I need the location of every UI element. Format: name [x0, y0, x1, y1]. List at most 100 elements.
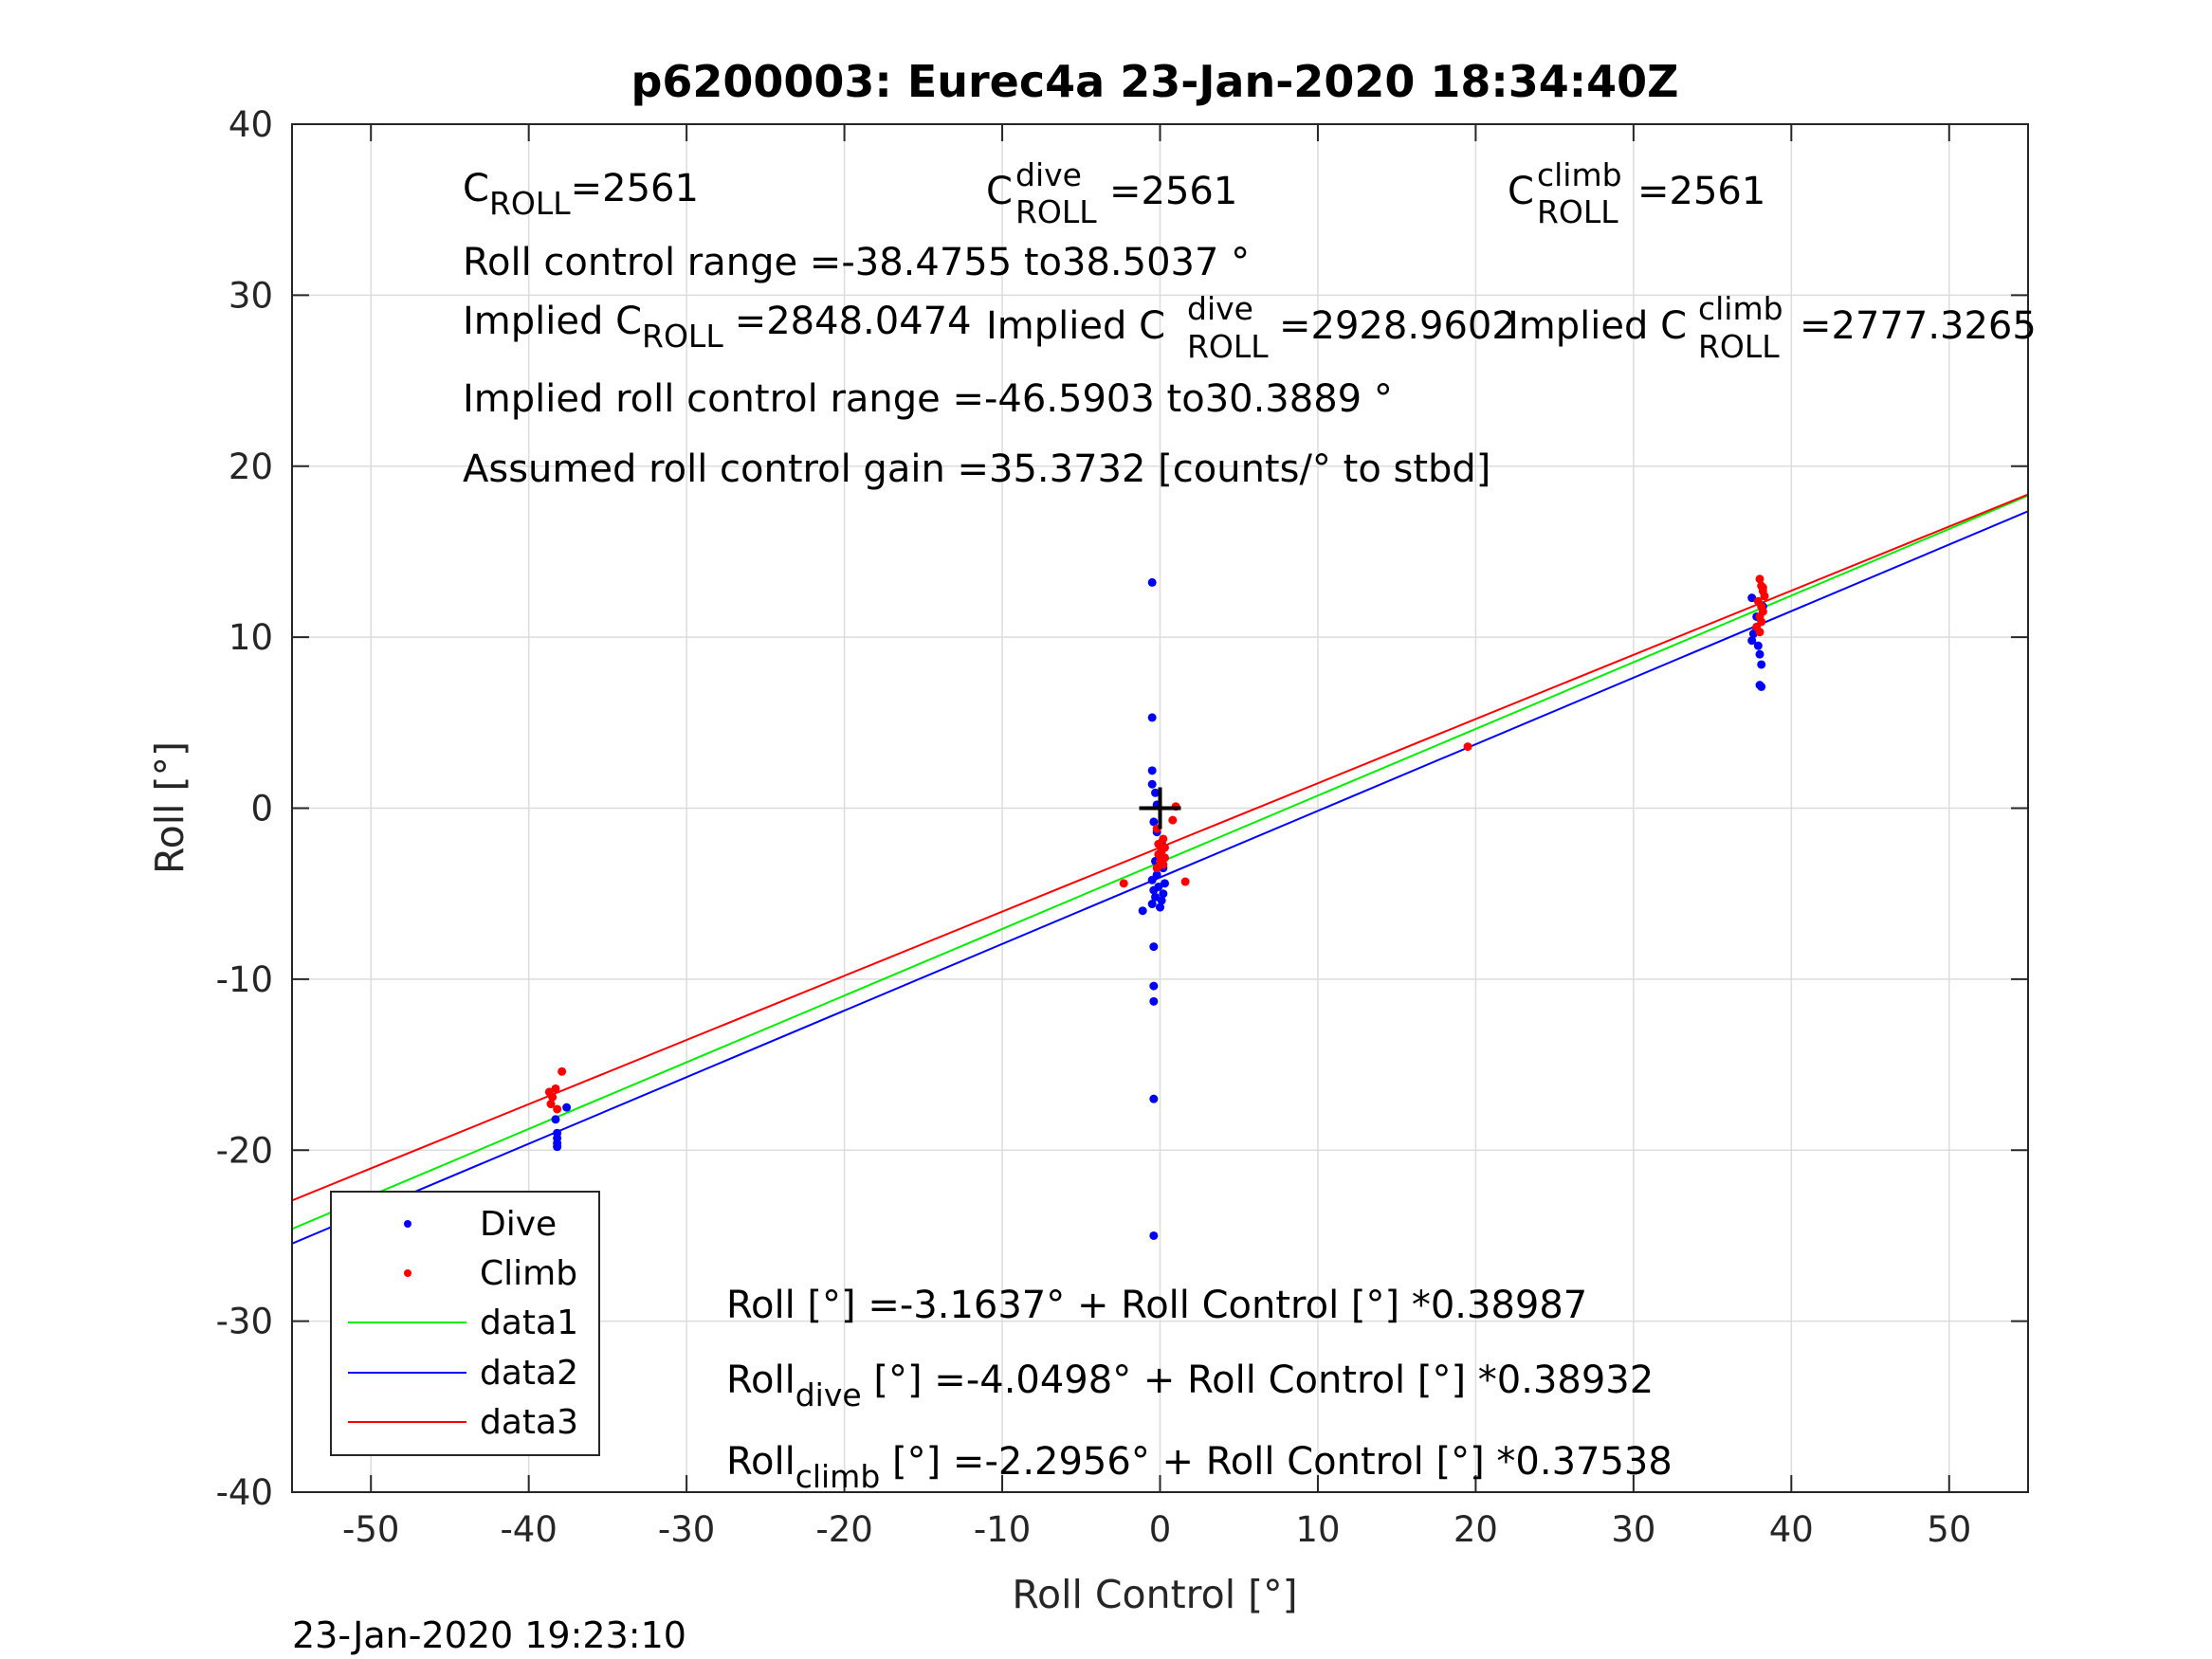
annotation-implied-c-roll-dive-sub: ROLL	[1187, 328, 1269, 365]
climb-point	[546, 1100, 556, 1109]
dive-point	[1147, 875, 1157, 884]
x-tick-label: -50	[342, 1509, 399, 1550]
plot-area	[292, 493, 2028, 1245]
y-tick-label: 40	[229, 104, 273, 145]
x-tick-label: 40	[1769, 1509, 1814, 1550]
annotation-fit-dive: Rolldive [°] =-4.0498° + Roll Control [°…	[726, 1358, 1654, 1413]
dive-point	[1149, 817, 1159, 827]
dive-point	[1757, 660, 1766, 669]
annotation-implied-c-roll: Implied CROLL =2848.0474	[463, 300, 972, 355]
legend-data1-label: data1	[480, 1304, 578, 1342]
annotation-roll-control-range: Roll control range =-38.4755 to38.5037 °	[463, 241, 1250, 284]
dive-point	[1160, 879, 1169, 888]
annotation-implied-c-roll-dive: Implied C	[986, 304, 1165, 348]
data-points	[544, 574, 1769, 1240]
x-tick-label: -30	[658, 1509, 715, 1550]
y-tick-label: 0	[250, 789, 273, 830]
dive-point	[1157, 896, 1166, 905]
x-tick-label: 20	[1453, 1509, 1498, 1550]
dive-point	[562, 1103, 572, 1112]
climb-point	[1168, 815, 1178, 825]
dive-point	[1147, 779, 1157, 789]
y-tick-label: -10	[216, 959, 273, 1000]
annotation-c-roll-climb-sub: ROLL	[1537, 193, 1618, 230]
y-tick-label: -30	[216, 1302, 273, 1342]
dive-point	[1149, 885, 1159, 895]
annotation-c-roll-dive: C	[986, 170, 1013, 213]
dive-point	[1753, 641, 1763, 650]
annotation-implied-c-roll-climb: Implied C	[1508, 304, 1687, 348]
x-axis-label: Roll Control [°]	[1012, 1572, 1297, 1617]
annotation-c-roll-dive-sub: ROLL	[1015, 193, 1097, 230]
dive-point	[1149, 996, 1159, 1006]
dive-point	[1151, 788, 1161, 797]
annotations: CROLL=2561 C dive ROLL =2561 C climb ROL…	[463, 156, 2037, 1495]
dive-point	[1747, 636, 1757, 646]
annotation-c-roll-dive-sup: dive	[1015, 156, 1082, 193]
climb-point	[1154, 849, 1163, 859]
annotation-implied-c-roll-climb-value: =2777.3265	[1800, 304, 2037, 348]
legend-climb-label: Climb	[480, 1254, 577, 1293]
y-axis-label: Roll [°]	[147, 741, 192, 874]
dive-point	[553, 1142, 562, 1152]
climb-point	[1152, 864, 1161, 873]
legend-dive-marker	[404, 1220, 411, 1228]
chart-title: p6200003: Eurec4a 23-Jan-2020 18:34:40Z	[631, 56, 1678, 107]
climb-point	[1154, 839, 1163, 848]
annotation-c-roll-climb-value: =2561	[1637, 170, 1765, 213]
climb-point	[1180, 877, 1190, 886]
dive-point	[1151, 892, 1161, 902]
x-tick-label: 10	[1295, 1509, 1340, 1550]
annotation-implied-c-roll-climb-sup: climb	[1698, 290, 1783, 327]
annotation-implied-c-roll-climb-sub: ROLL	[1698, 328, 1780, 365]
dive-point	[1147, 766, 1157, 775]
annotation-c-roll-dive-value: =2561	[1109, 170, 1237, 213]
legend-data2-label: data2	[480, 1354, 578, 1393]
dive-point	[1138, 906, 1147, 916]
legend-data3-label: data3	[480, 1403, 578, 1442]
climb-point	[1119, 879, 1128, 888]
climb-point	[1463, 742, 1472, 752]
climb-point	[548, 1092, 558, 1102]
legend: Dive Climb data1 data2 data3	[330, 1191, 600, 1456]
dive-point	[1149, 942, 1159, 952]
annotation-fit-all: Roll [°] =-3.1637° + Roll Control [°] *0…	[726, 1284, 1587, 1327]
dive-point	[1757, 682, 1766, 691]
y-tick-label: -40	[216, 1472, 273, 1513]
climb-point	[1755, 574, 1764, 584]
dive-point	[1147, 900, 1157, 909]
footer-timestamp: 23-Jan-2020 19:23:10	[292, 1614, 686, 1656]
climb-point	[551, 1084, 560, 1093]
dive-point	[1149, 1094, 1159, 1103]
x-tick-label: 30	[1611, 1509, 1655, 1550]
climb-point	[1760, 592, 1769, 601]
x-tick-label: 50	[1927, 1509, 1971, 1550]
annotation-c-roll: CROLL=2561	[463, 167, 699, 222]
climb-point	[1755, 628, 1764, 637]
dive-point	[1149, 1231, 1159, 1240]
dive-point	[551, 1115, 560, 1124]
annotation-implied-c-roll-dive-sup: dive	[1187, 290, 1253, 327]
climb-point	[558, 1066, 567, 1076]
dive-point	[1755, 649, 1764, 659]
x-tick-label: 0	[1149, 1509, 1172, 1550]
axis-ticks: -50 -40 -30 -20 -10 0 10 20 30 40 50 -40 -30 -20 -10 0 1…	[216, 104, 2028, 1550]
dive-point	[1147, 713, 1157, 722]
dive-point	[1149, 981, 1159, 991]
legend-climb-marker	[404, 1269, 411, 1277]
x-tick-label: -40	[500, 1509, 557, 1550]
annotation-gain: Assumed roll control gain =35.3732 [coun…	[463, 447, 1490, 491]
y-tick-label: 20	[229, 447, 273, 487]
dive-point	[1156, 902, 1164, 912]
climb-point	[553, 1104, 562, 1114]
legend-dive-label: Dive	[480, 1205, 557, 1244]
dive-point	[1159, 889, 1168, 899]
climb-point	[1758, 583, 1767, 592]
x-tick-label: -10	[974, 1509, 1031, 1550]
annotation-c-roll-climb: C	[1508, 170, 1534, 213]
x-tick-label: -20	[815, 1509, 872, 1550]
annotation-c-roll-climb-sup: climb	[1537, 156, 1622, 193]
y-tick-label: 30	[229, 275, 273, 316]
center-cross-marker	[1139, 787, 1181, 830]
